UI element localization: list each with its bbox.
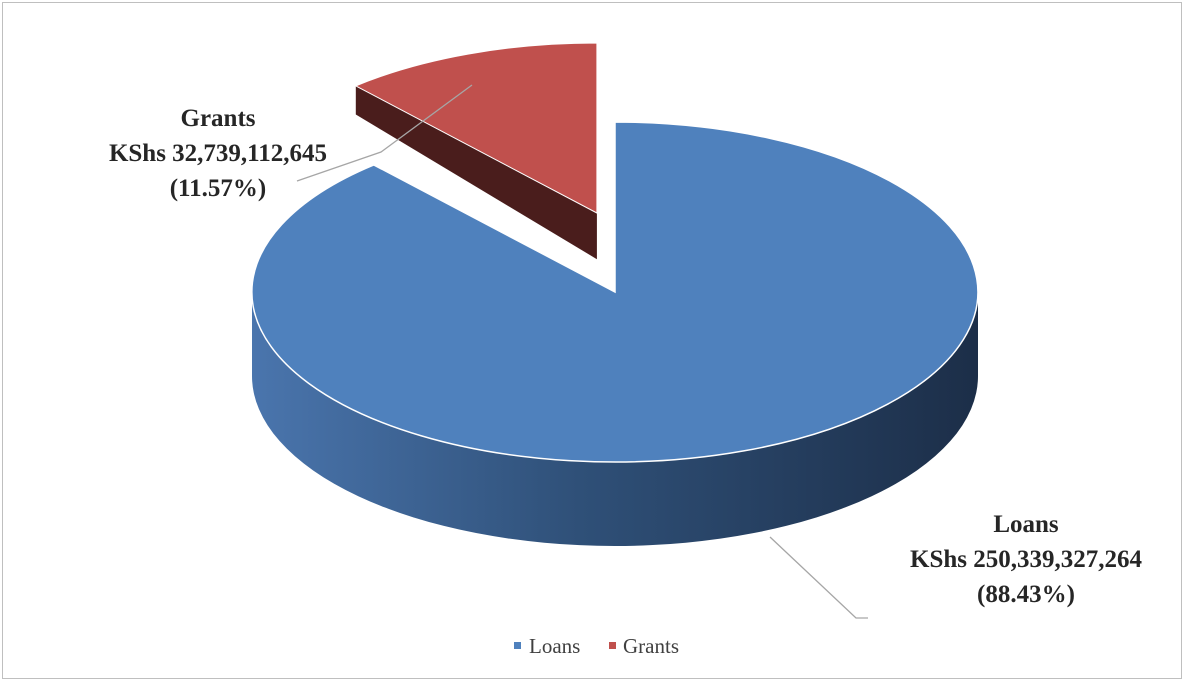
grants-slice-top (354, 42, 598, 214)
loans-label-name: Loans (993, 511, 1059, 538)
legend-item-loans: Loans (514, 634, 580, 658)
grants-data-label: Grants KShs 32,739,112,645 (11.57%) (109, 105, 327, 202)
legend-label-grants: Grants (623, 634, 679, 658)
loans-leader-line (769, 536, 868, 619)
legend-swatch-grants (609, 642, 616, 649)
legend-item-grants: Grants (609, 634, 679, 658)
loans-data-label: Loans KShs 250,339,327,264 (88.43%) (910, 511, 1142, 608)
grants-label-percent: (11.57%) (170, 175, 267, 202)
loans-label-amount: KShs 250,339,327,264 (910, 546, 1142, 573)
slice-grants (354, 42, 598, 260)
grants-leader-line (296, 84, 473, 182)
legend-label-loans: Loans (529, 634, 580, 658)
loans-slice-side (252, 292, 978, 546)
legend: Loans Grants (514, 634, 679, 658)
grants-label-amount: KShs 32,739,112,645 (109, 140, 327, 167)
slice-loans (251, 121, 979, 546)
loans-slice-top (251, 121, 979, 463)
legend-swatch-loans (514, 642, 521, 649)
loans-label-percent: (88.43%) (977, 581, 1075, 608)
grants-slice-side (355, 85, 597, 260)
grants-label-name: Grants (181, 105, 256, 132)
